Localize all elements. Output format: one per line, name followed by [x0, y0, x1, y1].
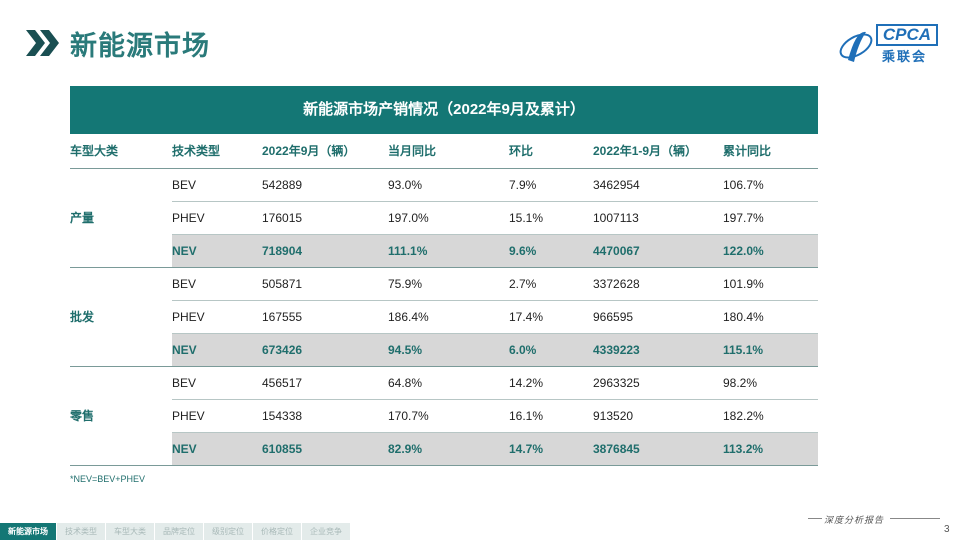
table-cell: 98.2%	[723, 366, 818, 400]
sales-table: 新能源市场产销情况（2022年9月及累计） 车型大类 技术类型 2022年9月（…	[70, 86, 818, 466]
column-header: 车型大类	[70, 134, 172, 169]
table-body: 产量 BEV 542889 93.0% 7.9% 3462954 106.7% PHEV 176…	[70, 168, 818, 466]
double-chevron-icon	[26, 30, 59, 56]
nav-tab[interactable]: 车型大类	[106, 523, 154, 540]
table-cell: 542889	[258, 168, 388, 202]
table-cell: NEV	[172, 234, 258, 268]
table-cell: 176015	[258, 201, 388, 235]
table-cell: NEV	[172, 432, 258, 466]
table-cell: 9.6%	[509, 234, 593, 268]
table-cell: 154338	[258, 399, 388, 433]
table-cell: NEV	[172, 333, 258, 367]
nav-tab[interactable]: 级别定位	[204, 523, 252, 540]
report-label: 深度分析报告	[824, 515, 885, 525]
table-cell: 16.1%	[509, 399, 593, 433]
column-header: 当月同比	[388, 134, 509, 169]
table-row: PHEV 176015 197.0% 15.1% 1007113 197.7%	[70, 201, 818, 235]
table-cell: 180.4%	[723, 300, 818, 334]
nav-tab[interactable]: 技术类型	[57, 523, 105, 540]
data-table: 车型大类 技术类型 2022年9月（辆） 当月同比 环比 2022年1-9月（辆…	[70, 134, 818, 466]
logo-subtitle: 乘联会	[882, 49, 928, 64]
table-cell: 115.1%	[723, 333, 818, 367]
table-row: NEV 718904 111.1% 9.6% 4470067 122.0%	[70, 234, 818, 268]
table-cell: 966595	[593, 300, 723, 334]
header: 新能源市场 CPCA 乘联会	[0, 0, 960, 80]
table-cell: 101.9%	[723, 267, 818, 301]
table-cell: 718904	[258, 234, 388, 268]
table-cell: PHEV	[172, 399, 258, 433]
table-cell: 182.2%	[723, 399, 818, 433]
table-cell: BEV	[172, 366, 258, 400]
table-row: NEV 673426 94.5% 6.0% 4339223 115.1%	[70, 333, 818, 367]
table-cell: 106.7%	[723, 168, 818, 202]
bottom-nav: 新能源市场 技术类型 车型大类 品牌定位 级别定位 价格定位 企业竞争	[0, 523, 351, 540]
table-cell: 6.0%	[509, 333, 593, 367]
table-row: 产量 BEV 542889 93.0% 7.9% 3462954 106.7%	[70, 168, 818, 268]
table-row: NEV 610855 82.9% 14.7% 3876845 113.2%	[70, 432, 818, 466]
nav-tab[interactable]: 品牌定位	[155, 523, 203, 540]
table-header-row: 车型大类 技术类型 2022年9月（辆） 当月同比 环比 2022年1-9月（辆…	[70, 134, 818, 169]
page-number: 3	[944, 524, 950, 535]
cpca-logo-icon	[839, 31, 873, 62]
nav-tab[interactable]: 价格定位	[253, 523, 301, 540]
divider	[808, 518, 822, 519]
table-cell: 2963325	[593, 366, 723, 400]
table-cell: 3876845	[593, 432, 723, 466]
table-row: 零售 BEV 456517 64.8% 14.2% 2963325 98.2%	[70, 366, 818, 466]
column-header: 环比	[509, 134, 593, 169]
table-cell: PHEV	[172, 300, 258, 334]
table-cell: 170.7%	[388, 399, 509, 433]
table-cell: 3462954	[593, 168, 723, 202]
table-cell: 75.9%	[388, 267, 509, 301]
table-cell: 4339223	[593, 333, 723, 367]
table-cell: 167555	[258, 300, 388, 334]
table-cell: 610855	[258, 432, 388, 466]
table-cell: 3372628	[593, 267, 723, 301]
logo-text: CPCA	[876, 24, 938, 46]
table-cell: 14.7%	[509, 432, 593, 466]
table-cell: 7.9%	[509, 168, 593, 202]
nav-tab[interactable]: 企业竞争	[302, 523, 350, 540]
table-cell: 673426	[258, 333, 388, 367]
table-cell: 2.7%	[509, 267, 593, 301]
table-cell: 1007113	[593, 201, 723, 235]
table-row: PHEV 154338 170.7% 16.1% 913520 182.2%	[70, 399, 818, 433]
table-cell: 456517	[258, 366, 388, 400]
column-header: 2022年1-9月（辆）	[593, 134, 723, 169]
table-cell: 93.0%	[388, 168, 509, 202]
table-cell: 197.0%	[388, 201, 509, 235]
table-cell: BEV	[172, 267, 258, 301]
table-cell: 113.2%	[723, 432, 818, 466]
table-cell: 64.8%	[388, 366, 509, 400]
table-cell: 186.4%	[388, 300, 509, 334]
table-cell: BEV	[172, 168, 258, 202]
table-cell: 197.7%	[723, 201, 818, 235]
table-cell: 94.5%	[388, 333, 509, 367]
table-cell: PHEV	[172, 201, 258, 235]
table-row: PHEV 167555 186.4% 17.4% 966595 180.4%	[70, 300, 818, 334]
table-cell: 82.9%	[388, 432, 509, 466]
table-cell: 4470067	[593, 234, 723, 268]
table-cell: 122.0%	[723, 234, 818, 268]
group-label: 零售	[70, 366, 172, 466]
divider	[890, 518, 940, 519]
group-label: 批发	[70, 267, 172, 367]
table-cell: 17.4%	[509, 300, 593, 334]
nav-tab[interactable]: 新能源市场	[0, 523, 56, 540]
table-cell: 505871	[258, 267, 388, 301]
table-title: 新能源市场产销情况（2022年9月及累计）	[70, 86, 818, 134]
table-cell: 15.1%	[509, 201, 593, 235]
footnote: *NEV=BEV+PHEV	[70, 474, 146, 484]
column-header: 技术类型	[172, 134, 258, 169]
table-cell: 14.2%	[509, 366, 593, 400]
page-title: 新能源市场	[70, 31, 210, 61]
table-row: 批发 BEV 505871 75.9% 2.7% 3372628 101.9%	[70, 267, 818, 367]
table-cell: 913520	[593, 399, 723, 433]
group-label: 产量	[70, 168, 172, 268]
column-header: 累计同比	[723, 134, 818, 169]
table-cell: 111.1%	[388, 234, 509, 268]
column-header: 2022年9月（辆）	[258, 134, 388, 169]
